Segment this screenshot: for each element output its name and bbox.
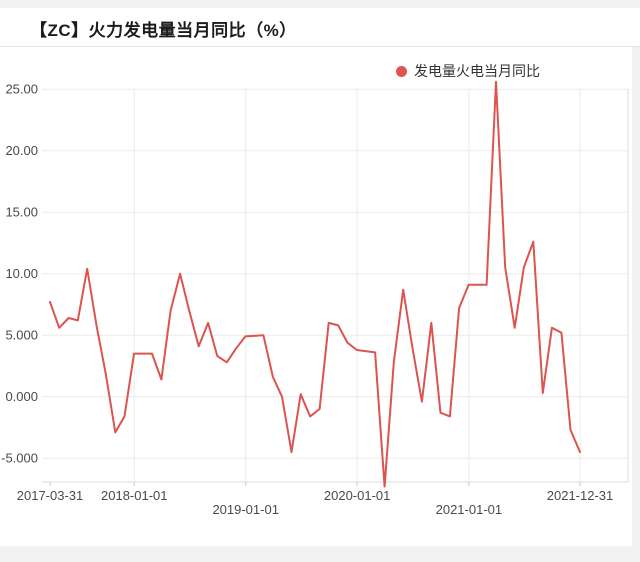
legend-label: 发电量火电当月同比 — [414, 63, 540, 79]
y-tick-label: 25.00 — [5, 82, 38, 97]
x-tick-label: 2019-01-01 — [212, 502, 279, 517]
x-tick-label: 2020-01-01 — [324, 488, 391, 503]
y-tick-label: 5.000 — [5, 328, 38, 343]
plot-svg[interactable]: 25.00 20.00 15.00 10.00 5.000 0.000 -5.000 2017… — [0, 8, 632, 538]
chart-title: 【ZC】火力发电量当月同比（%） — [30, 21, 297, 40]
x-tick-label: 2017-03-31 — [17, 488, 84, 503]
legend-dot-icon — [396, 65, 407, 77]
y-tick-label: 15.00 — [5, 205, 38, 220]
chart-card: 【ZC】火力发电量当月同比（%） 发电量火电当月同比 25.00 20.00 15.… — [0, 8, 640, 546]
x-tick-label: 2018-01-01 — [101, 488, 168, 503]
y-tick-label: 20.00 — [5, 143, 38, 158]
x-tick-label: 2021-12-31 — [547, 488, 614, 503]
y-tick-label: 10.00 — [5, 266, 38, 281]
y-tick-label: 0.000 — [5, 389, 38, 404]
series-line[interactable] — [49, 80, 581, 488]
legend[interactable]: 发电量火电当月同比 — [396, 61, 540, 81]
chart-title-bar: 【ZC】火力发电量当月同比（%） — [0, 8, 640, 47]
x-tick-label: 2021-01-01 — [436, 502, 503, 517]
y-tick-label: -5.000 — [1, 451, 38, 466]
